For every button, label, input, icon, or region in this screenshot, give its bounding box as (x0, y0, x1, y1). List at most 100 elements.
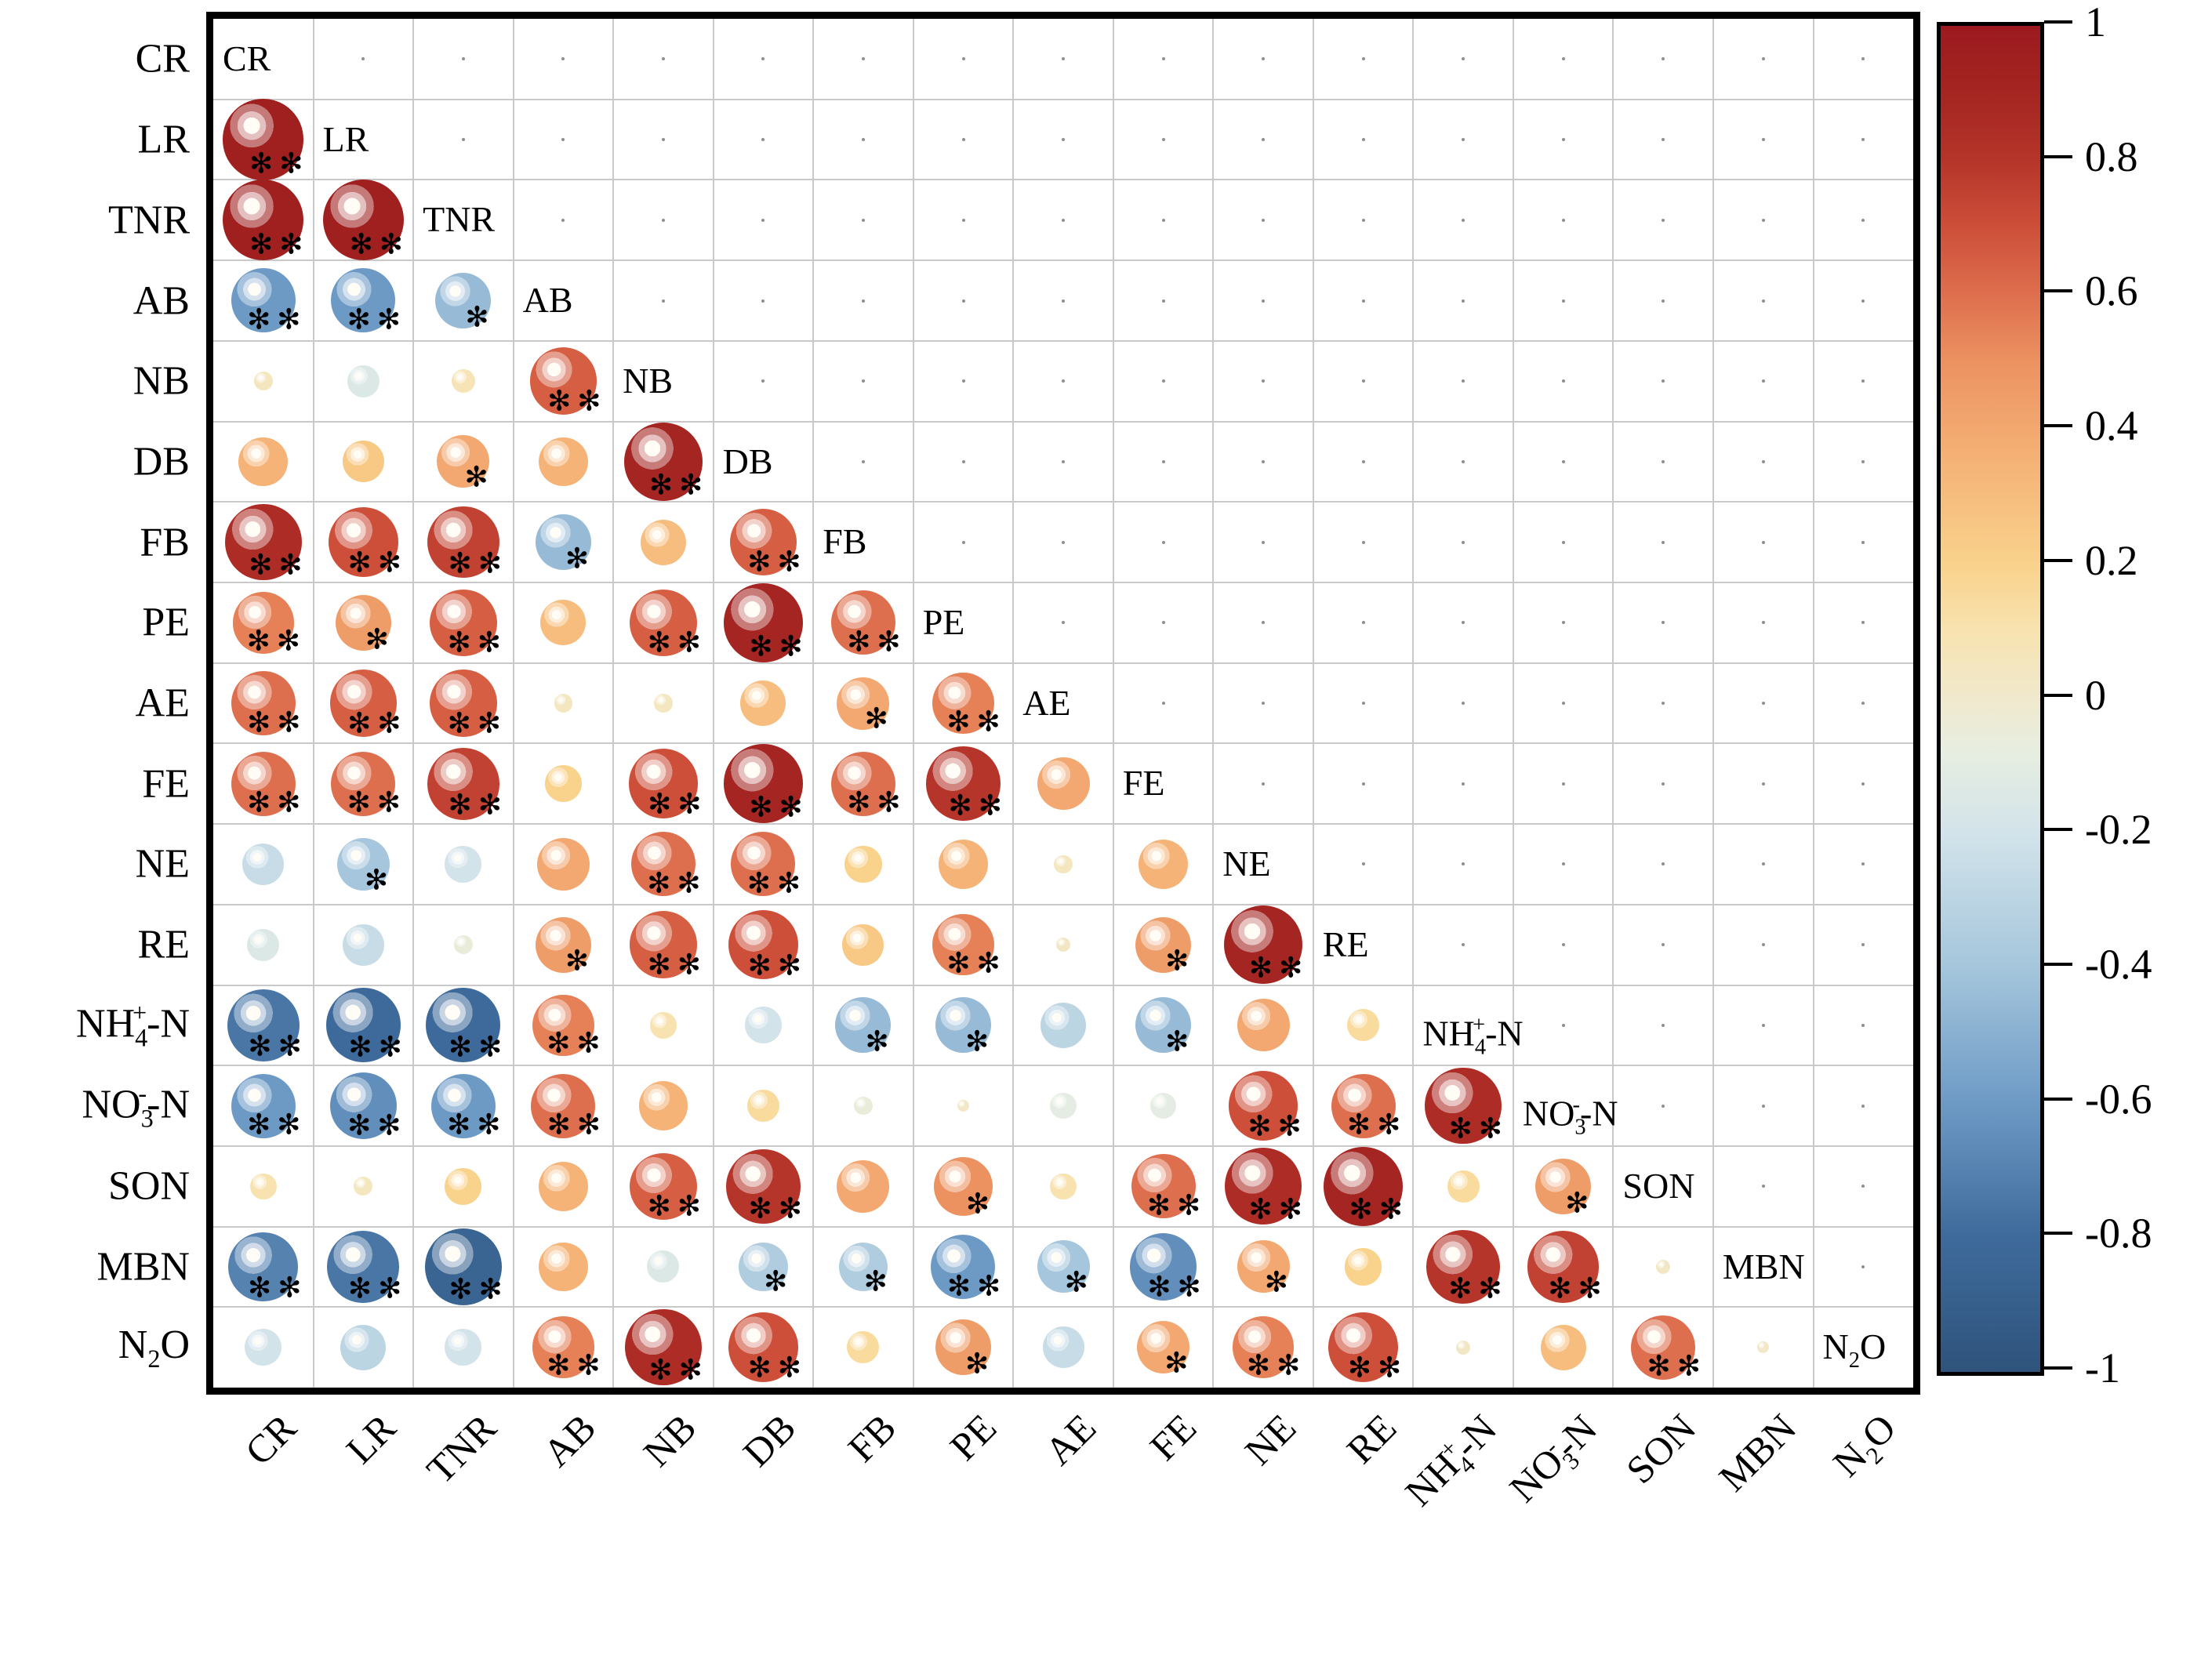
diagonal-label: AB (523, 260, 573, 341)
correlation-circle (934, 1156, 993, 1216)
correlation-matrix-figure: ✻✻ ✻✻ ✻✻ ✻✻ ✻✻ ✻ ✻✻ ✻ ✻✻ ✻✻ ✻✻ ✻✻ ✻ ✻✻ ✻✻ ✻ ✻✻ ✻✻ ✻✻ ✻✻ ✻✻ ✻✻… (0, 0, 2152, 1515)
significance-stars: ✻✻ (249, 147, 310, 180)
label-text: PE (142, 600, 190, 645)
correlation-circle (232, 592, 295, 654)
correlation-circle (650, 1012, 677, 1039)
significance-stars: ✻✻ (747, 546, 808, 579)
empty-cell-dot (1861, 621, 1865, 625)
label-text: -N (1580, 1093, 1618, 1134)
correlation-circle (427, 506, 499, 579)
empty-cell-dot (1861, 1265, 1865, 1268)
empty-cell-dot (1761, 1104, 1765, 1108)
significance-stars: ✻✻ (449, 1273, 509, 1306)
empty-cell-dot (1361, 621, 1365, 625)
label-text: FB (140, 520, 190, 565)
empty-cell-dot (961, 57, 965, 61)
correlation-circle (1139, 840, 1188, 889)
correlation-circle (1042, 1326, 1084, 1369)
row-label: NB (0, 358, 201, 405)
empty-cell-dot (1062, 621, 1065, 625)
grid-line (1512, 19, 1514, 1388)
correlation-circle (329, 507, 398, 577)
label-text: SON (107, 1163, 190, 1209)
significance-stars: ✻ (965, 1025, 996, 1058)
empty-cell-dot (1861, 702, 1865, 705)
significance-stars: ✻ (863, 1265, 894, 1298)
grid-line (213, 98, 1913, 100)
empty-cell-dot (961, 299, 965, 303)
correlation-circle (625, 1308, 702, 1386)
significance-stars: ✻✻ (648, 469, 710, 502)
correlation-circle (454, 935, 473, 954)
empty-cell-dot (1462, 540, 1465, 544)
empty-cell-dot (661, 57, 665, 61)
empty-cell-dot (1861, 138, 1865, 142)
empty-cell-dot (561, 138, 565, 142)
correlation-circle (247, 928, 280, 961)
correlation-circle (1344, 1248, 1382, 1286)
label-text: NH (1422, 1013, 1475, 1054)
correlation-circle (740, 680, 786, 727)
diagonal-label: FB (823, 502, 866, 582)
grid-line (1812, 19, 1814, 1388)
row-label: NE (0, 841, 201, 887)
correlation-circle (1228, 1071, 1298, 1141)
correlation-circle (838, 1242, 888, 1292)
empty-cell-dot (661, 218, 665, 222)
grid-line (312, 19, 314, 1388)
correlation-circle (430, 669, 497, 737)
grid-line (412, 19, 415, 1388)
empty-cell-dot (861, 299, 865, 303)
grid-line (912, 19, 914, 1388)
correlation-circle (1223, 905, 1303, 985)
label-text: NE (1236, 1405, 1305, 1474)
colorbar-gradient (1937, 22, 2044, 1376)
label-text: CR (135, 36, 190, 82)
correlation-circle (1225, 1148, 1302, 1225)
diagonal-label: MBN (1723, 1227, 1805, 1308)
empty-cell-dot (1561, 782, 1565, 786)
correlation-circle (932, 913, 994, 976)
empty-cell-dot (1861, 782, 1865, 786)
empty-cell-dot (1161, 379, 1165, 383)
empty-cell-dot (1662, 218, 1665, 222)
label-text: MBN (1709, 1405, 1804, 1500)
label-text: - (1572, 1093, 1581, 1118)
correlation-circle (1037, 757, 1090, 811)
row-label: FE (0, 760, 201, 807)
correlation-circle (1232, 1316, 1295, 1378)
correlation-circle (535, 916, 591, 973)
correlation-circle (731, 832, 796, 897)
correlation-circle (1447, 1170, 1480, 1203)
empty-cell-dot (1561, 299, 1565, 303)
grid-line (1312, 19, 1314, 1388)
grid-line (512, 19, 514, 1388)
empty-cell-dot (1462, 57, 1465, 61)
correlation-circle (427, 747, 499, 820)
correlation-circle (451, 369, 475, 394)
correlation-circle (844, 845, 882, 884)
significance-stars: ✻ (365, 623, 395, 656)
significance-stars: ✻✻ (948, 789, 1008, 822)
correlation-circle (532, 994, 594, 1057)
grid-line (213, 662, 1913, 664)
empty-cell-dot (1561, 138, 1565, 142)
colorbar-tick-label: 0.4 (2085, 402, 2138, 450)
row-label: TNR (0, 197, 201, 243)
diagonal-label: SON (1622, 1146, 1694, 1227)
empty-cell-dot (1361, 57, 1365, 61)
label-text: 3 (140, 1104, 154, 1133)
grid-line (1412, 19, 1415, 1388)
empty-cell-dot (1062, 459, 1065, 463)
empty-cell-dot (1761, 57, 1765, 61)
empty-cell-dot (1361, 862, 1365, 866)
colorbar-tick (2044, 558, 2072, 562)
diagonal-label: NB (623, 341, 673, 422)
label-text: 2 (1848, 1348, 1860, 1373)
significance-stars: ✻ (1164, 1347, 1195, 1380)
empty-cell-dot (1462, 702, 1465, 705)
correlation-circle (654, 694, 673, 713)
correlation-circle (739, 1242, 788, 1292)
empty-cell-dot (1662, 379, 1665, 383)
correlation-circle (1331, 1073, 1396, 1138)
